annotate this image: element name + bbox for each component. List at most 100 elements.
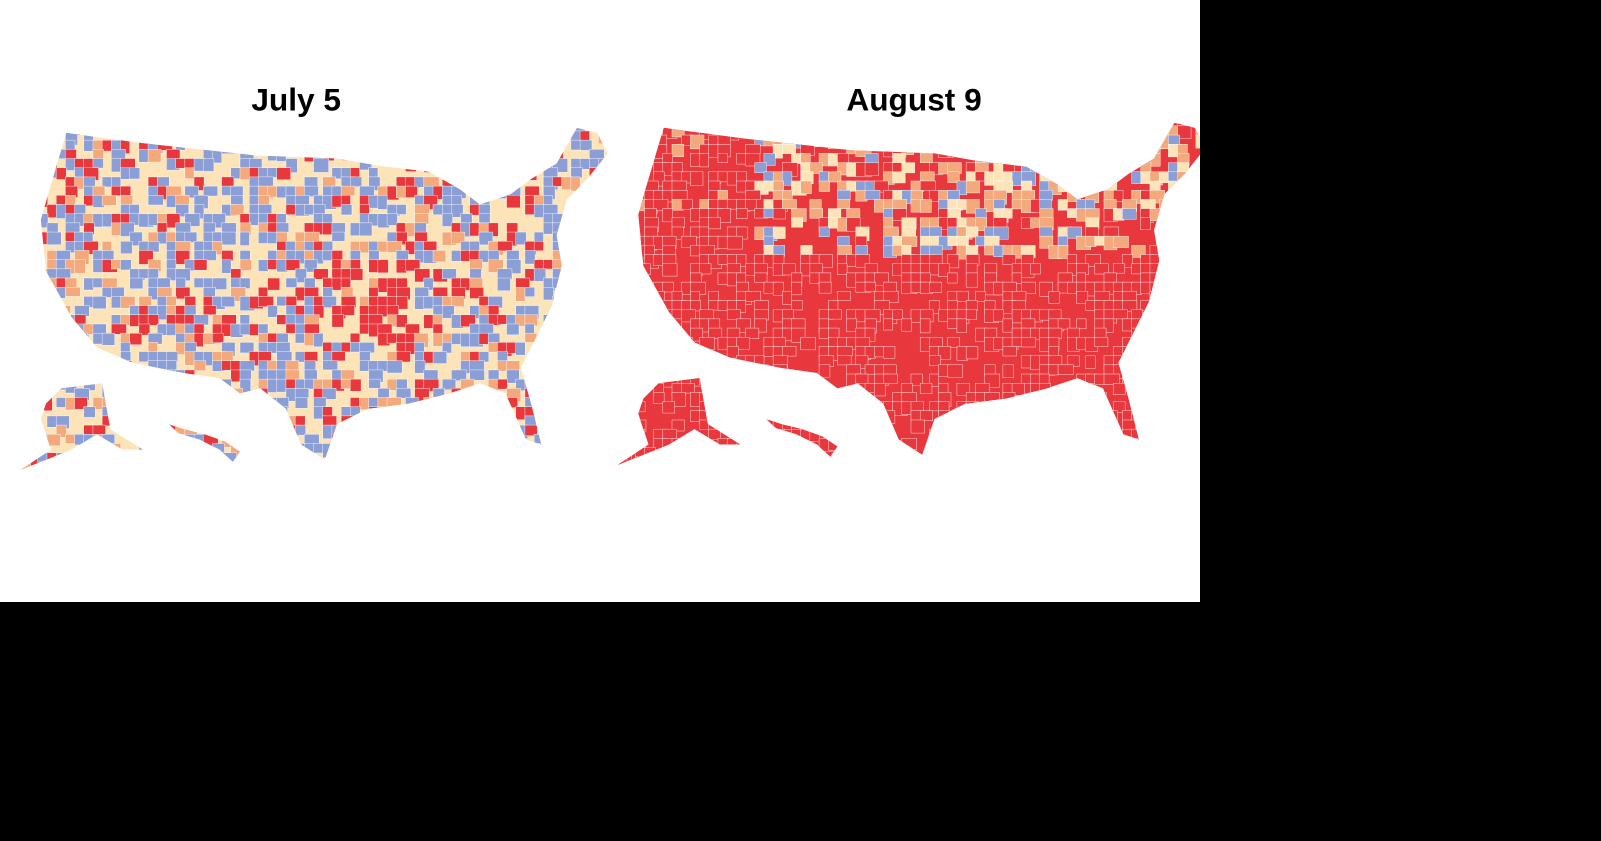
- county: [772, 428, 785, 439]
- county: [965, 419, 982, 431]
- county: [414, 213, 430, 225]
- county: [1011, 291, 1027, 302]
- county: [965, 309, 977, 320]
- county: [598, 388, 608, 403]
- county: [975, 208, 987, 219]
- county: [38, 113, 51, 125]
- county: [1177, 438, 1193, 452]
- county: [864, 125, 880, 138]
- county: [423, 296, 434, 309]
- county: [947, 337, 960, 348]
- county: [304, 127, 318, 134]
- county: [579, 231, 596, 243]
- county: [212, 443, 225, 458]
- county: [984, 392, 1000, 402]
- county: [230, 397, 245, 410]
- county: [147, 241, 160, 253]
- county: [562, 471, 574, 483]
- county: [617, 113, 628, 123]
- county: [294, 397, 308, 409]
- county: [424, 471, 434, 485]
- county: [276, 222, 289, 233]
- county: [947, 171, 960, 183]
- county: [20, 158, 24, 171]
- county: [919, 318, 931, 334]
- county: [20, 296, 35, 307]
- county: [432, 204, 444, 215]
- county: [782, 199, 797, 209]
- county: [553, 113, 562, 127]
- county: [304, 139, 319, 153]
- county: [1011, 134, 1025, 146]
- county: [322, 139, 337, 154]
- county: [699, 373, 712, 386]
- county: [129, 388, 140, 403]
- county: [570, 461, 584, 471]
- county: [892, 125, 904, 140]
- county: [1149, 392, 1163, 404]
- county: [828, 171, 842, 183]
- county: [396, 139, 409, 154]
- county: [147, 130, 164, 145]
- county: [10, 453, 20, 465]
- county: [791, 217, 803, 228]
- county: [1076, 180, 1089, 194]
- county: [965, 226, 979, 238]
- county: [671, 318, 682, 330]
- county: [1011, 272, 1022, 284]
- county: [883, 122, 897, 130]
- county: [451, 167, 463, 180]
- county: [46, 296, 59, 308]
- county: [791, 281, 802, 296]
- county: [625, 346, 639, 357]
- county: [534, 471, 543, 484]
- county: [1132, 466, 1145, 479]
- county: [497, 277, 511, 292]
- county: [809, 272, 821, 284]
- county: [607, 397, 608, 409]
- county: [405, 185, 418, 198]
- county: [331, 461, 343, 471]
- county: [763, 383, 779, 395]
- county: [497, 167, 508, 181]
- county: [497, 127, 508, 133]
- county: [20, 314, 33, 330]
- county: [561, 241, 573, 254]
- county: [20, 323, 33, 338]
- county: [919, 456, 932, 465]
- county: [1057, 318, 1071, 330]
- county: [1085, 162, 1098, 175]
- county: [1186, 208, 1200, 219]
- county: [1177, 122, 1189, 128]
- county: [975, 125, 989, 140]
- county: [331, 314, 344, 328]
- county: [221, 406, 236, 418]
- county: [1177, 291, 1192, 305]
- county: [617, 134, 624, 145]
- county: [598, 342, 608, 354]
- county: [754, 162, 767, 173]
- county: [359, 443, 373, 454]
- county: [809, 162, 823, 174]
- county: [607, 158, 608, 169]
- county: [1021, 337, 1036, 348]
- county: [111, 415, 124, 427]
- county: [469, 369, 485, 381]
- county: [28, 241, 42, 256]
- county: [414, 231, 428, 243]
- county: [837, 355, 852, 366]
- county: [965, 217, 977, 228]
- county: [533, 139, 546, 151]
- county: [1122, 254, 1133, 268]
- county: [46, 332, 60, 346]
- county: [20, 305, 21, 319]
- county: [37, 213, 49, 228]
- county: [1002, 180, 1013, 193]
- county: [497, 176, 508, 191]
- county: [368, 424, 381, 438]
- county: [451, 461, 466, 471]
- county: [874, 419, 886, 431]
- county: [1076, 125, 1091, 140]
- county: [193, 378, 206, 393]
- county: [533, 127, 546, 132]
